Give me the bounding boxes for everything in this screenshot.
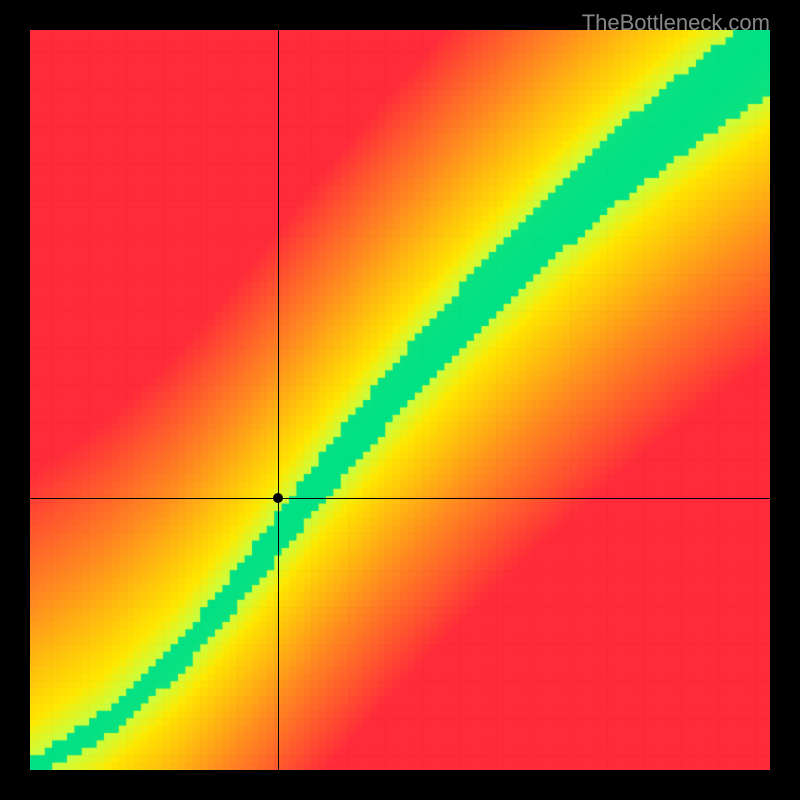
heatmap-canvas <box>30 30 770 770</box>
chart-container: TheBottleneck.com <box>0 0 800 800</box>
heatmap-plot <box>30 30 770 770</box>
crosshair-horizontal <box>30 498 770 499</box>
crosshair-marker <box>273 493 283 503</box>
crosshair-vertical <box>278 30 279 770</box>
watermark-text: TheBottleneck.com <box>582 10 770 36</box>
